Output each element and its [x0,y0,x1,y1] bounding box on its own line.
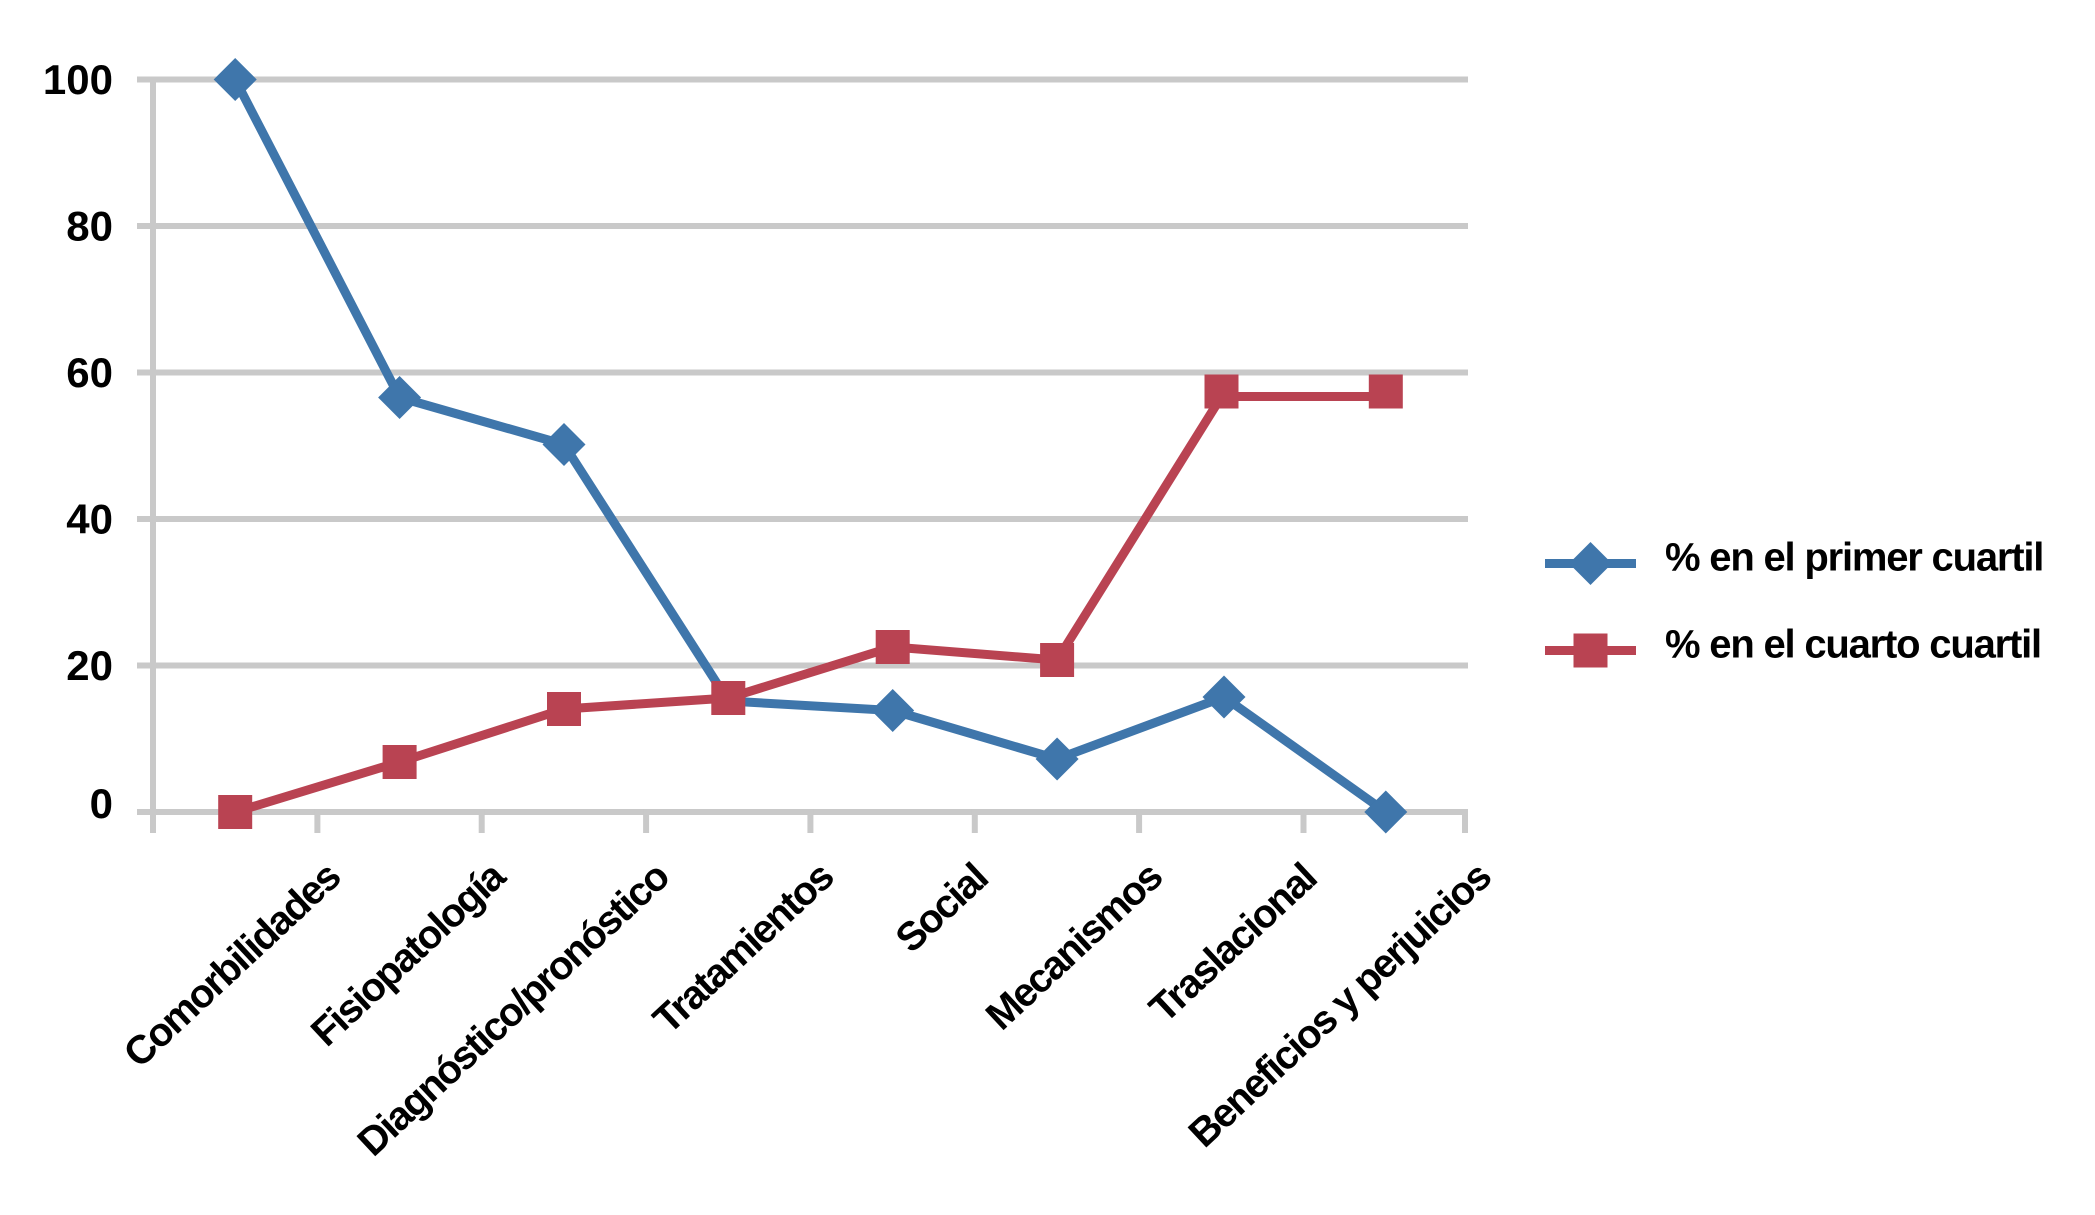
svg-text:40: 40 [66,496,113,543]
svg-text:60: 60 [66,349,113,396]
svg-text:100: 100 [43,56,113,103]
svg-text:% en el cuarto cuartil: % en el cuarto cuartil [1665,623,2041,667]
svg-text:80: 80 [66,203,113,250]
svg-text:0: 0 [90,780,113,827]
svg-text:20: 20 [66,642,113,689]
svg-text:% en el primer cuartil: % en el primer cuartil [1665,536,2043,580]
